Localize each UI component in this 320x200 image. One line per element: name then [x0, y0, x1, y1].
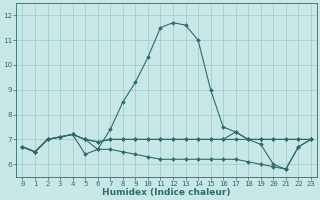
- X-axis label: Humidex (Indice chaleur): Humidex (Indice chaleur): [102, 188, 231, 197]
